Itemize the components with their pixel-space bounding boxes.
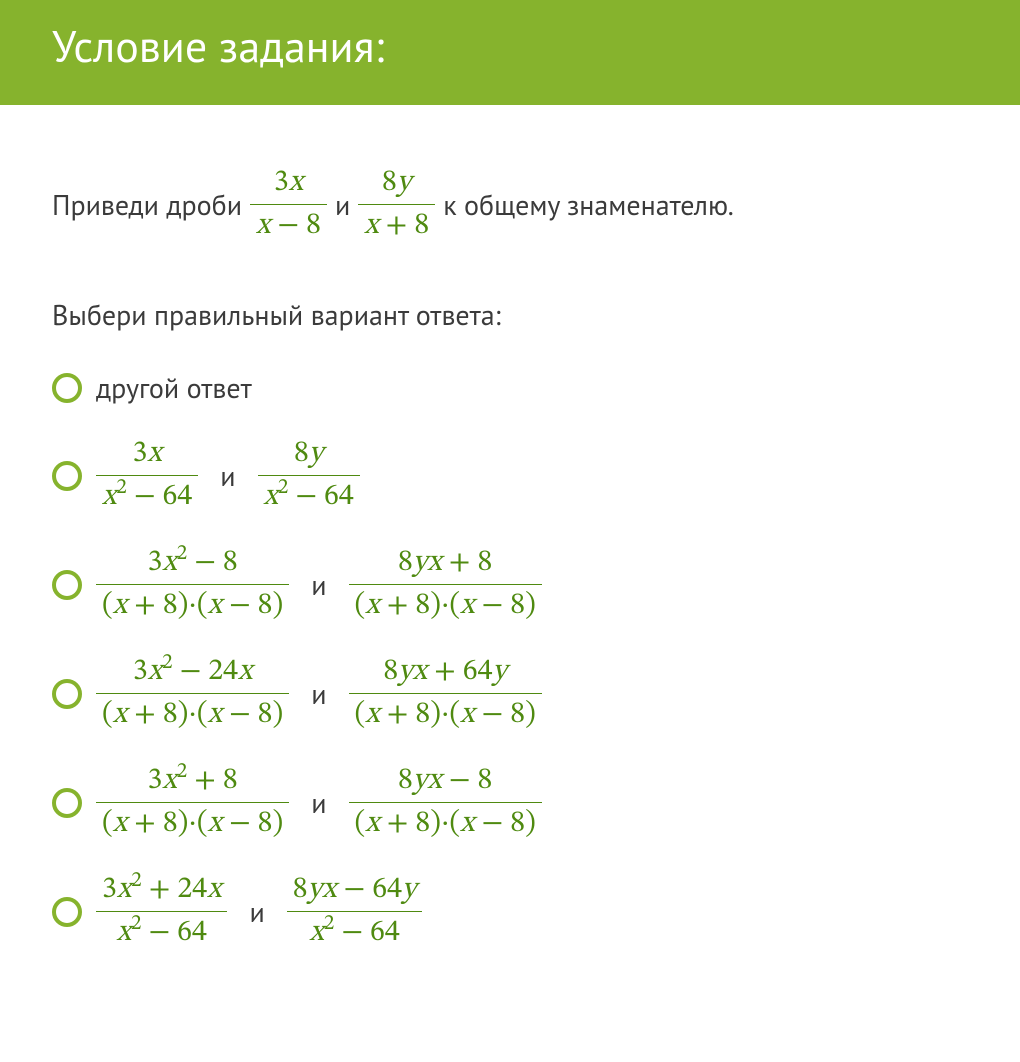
option-frac-a: 3x2 + 8(x + 8)·(x − 8)	[96, 763, 289, 842]
option-frac-a: 3x2 − 24x(x + 8)·(x − 8)	[96, 654, 289, 733]
radio-button[interactable]	[52, 570, 82, 600]
task-prompt: Приведи дроби 3x x − 8 и 8y x + 8 к обще…	[52, 165, 968, 244]
radio-button[interactable]	[52, 679, 82, 709]
option-1[interactable]: 3xx2 − 64 и 8yx2 − 64	[52, 436, 968, 515]
option-conj: и	[307, 566, 330, 603]
option-3[interactable]: 3x2 − 24x(x + 8)·(x − 8) и 8yx + 64y(x + 8…	[52, 654, 968, 733]
option-frac-b: 8yx + 64y(x + 8)·(x − 8)	[349, 654, 542, 733]
option-label: 3x2 + 8(x + 8)·(x − 8) и 8yx − 8(x + 8)·(x…	[96, 763, 542, 842]
option-label: 3x2 − 24x(x + 8)·(x − 8) и 8yx + 64y(x + 8…	[96, 654, 542, 733]
option-conj: и	[216, 457, 239, 494]
option-conj: и	[307, 675, 330, 712]
option-0[interactable]: другой ответ	[52, 369, 968, 406]
option-label: 3xx2 − 64 и 8yx2 − 64	[96, 436, 360, 515]
option-label: 3x2 − 8(x + 8)·(x − 8) и 8yx + 8(x + 8)·(x…	[96, 545, 542, 624]
task-content: Приведи дроби 3x x − 8 и 8y x + 8 к обще…	[0, 105, 1020, 991]
header-title: Условие задания:	[52, 18, 384, 75]
option-frac-b: 8yx − 64yx2 − 64	[287, 872, 423, 951]
prompt-frac-1: 3x x − 8	[250, 165, 327, 244]
radio-button[interactable]	[52, 788, 82, 818]
option-label: другой ответ	[96, 369, 252, 406]
option-label: 3x2 + 24xx2 − 64 и 8yx − 64yx2 − 64	[96, 872, 422, 951]
option-frac-a: 3x2 − 8(x + 8)·(x − 8)	[96, 545, 289, 624]
option-4[interactable]: 3x2 + 8(x + 8)·(x − 8) и 8yx − 8(x + 8)·(x…	[52, 763, 968, 842]
option-frac-b: 8yx2 − 64	[258, 436, 360, 515]
task-header: Условие задания:	[0, 0, 1020, 105]
option-text: другой ответ	[96, 369, 252, 406]
radio-button[interactable]	[52, 461, 82, 491]
radio-button[interactable]	[52, 373, 82, 403]
prompt-frac-2: 8y x + 8	[358, 165, 435, 244]
option-conj: и	[307, 784, 330, 821]
option-frac-a: 3x2 + 24xx2 − 64	[96, 872, 227, 951]
prompt-lead: Приведи дроби	[52, 186, 242, 223]
option-frac-b: 8yx − 8(x + 8)·(x − 8)	[349, 763, 542, 842]
option-conj: и	[245, 893, 268, 930]
prompt-mid: и	[335, 186, 350, 223]
option-2[interactable]: 3x2 − 8(x + 8)·(x − 8) и 8yx + 8(x + 8)·(x…	[52, 545, 968, 624]
options-list: другой ответ 3xx2 − 64 и 8yx2 − 64 3x2 − 8(x…	[52, 369, 968, 951]
option-frac-a: 3xx2 − 64	[96, 436, 198, 515]
instruction: Выбери правильный вариант ответа:	[52, 296, 968, 333]
radio-button[interactable]	[52, 897, 82, 927]
prompt-tail: к общему знаменателю.	[443, 186, 734, 223]
option-5[interactable]: 3x2 + 24xx2 − 64 и 8yx − 64yx2 − 64	[52, 872, 968, 951]
option-frac-b: 8yx + 8(x + 8)·(x − 8)	[349, 545, 542, 624]
